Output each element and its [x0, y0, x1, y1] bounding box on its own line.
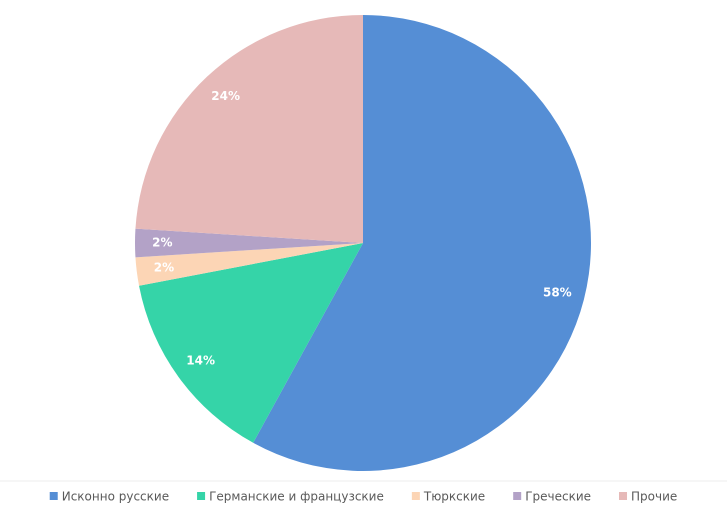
pie-slice — [135, 243, 363, 286]
legend-label: Прочие — [631, 490, 677, 504]
pie-slice — [135, 15, 363, 243]
data-label: 58% — [543, 285, 572, 299]
pie-slice — [139, 243, 363, 443]
data-label: 2% — [154, 261, 174, 275]
legend-label: Тюркские — [423, 490, 485, 504]
pie-slice — [135, 228, 363, 258]
legend-swatch — [49, 492, 58, 500]
legend-label: Исконно русские — [62, 490, 169, 504]
data-label: 2% — [152, 236, 172, 250]
data-label: 24% — [211, 89, 240, 103]
data-label: 14% — [186, 353, 215, 367]
legend-label: Германские и французские — [209, 490, 384, 504]
legend-swatch — [411, 492, 420, 500]
legend-swatch — [197, 492, 206, 500]
legend-label: Греческие — [525, 490, 591, 504]
legend-swatch — [619, 492, 628, 500]
legend-swatch — [513, 492, 522, 500]
pie-slice — [253, 15, 591, 471]
